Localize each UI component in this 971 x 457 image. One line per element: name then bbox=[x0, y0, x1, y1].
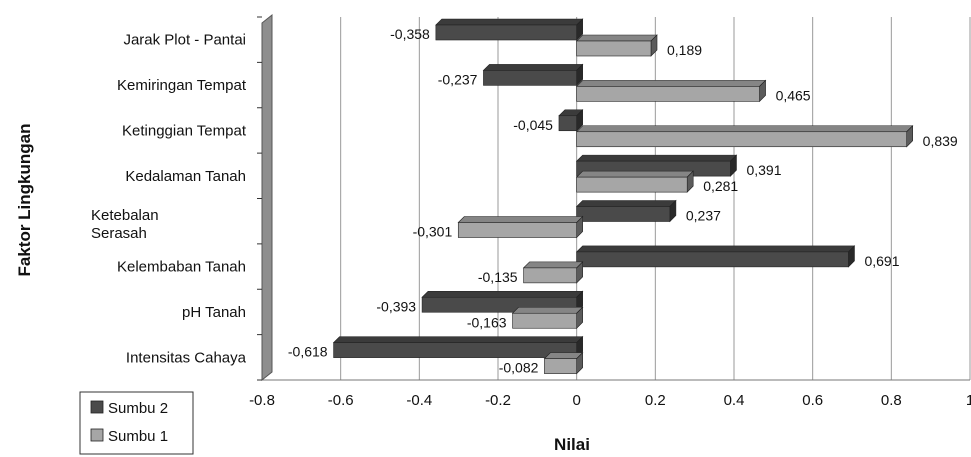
x-tick-label: 1 bbox=[966, 392, 971, 409]
data-label: -0,618 bbox=[288, 344, 328, 360]
category-labels: Jarak Plot - Pantai Kemiringan Tempat Keti… bbox=[91, 32, 247, 367]
data-label: -0,163 bbox=[467, 314, 507, 330]
data-label: 0,691 bbox=[864, 253, 899, 269]
bar bbox=[332, 335, 584, 359]
category-label: Kemiringan Tempat bbox=[117, 77, 247, 94]
legend-swatch bbox=[90, 428, 104, 442]
bar bbox=[482, 63, 584, 87]
data-label: -0,082 bbox=[499, 360, 539, 376]
category-label: Intensitas Cahaya bbox=[126, 349, 247, 366]
data-label: -0,237 bbox=[438, 71, 478, 87]
category-label: Kelembaban Tanah bbox=[117, 259, 246, 276]
bar bbox=[575, 125, 914, 148]
x-tick-label: 0.8 bbox=[881, 392, 902, 409]
data-label: -0,358 bbox=[390, 26, 430, 42]
bars bbox=[332, 18, 914, 375]
x-tick-label: 0 bbox=[572, 392, 580, 409]
data-label: -0,393 bbox=[376, 298, 416, 314]
category-label: pH Tanah bbox=[182, 304, 246, 321]
x-tick-label: -0.8 bbox=[249, 392, 275, 409]
y-axis-title: Faktor Lingkungan bbox=[15, 124, 34, 277]
category-label: Kedalaman Tanah bbox=[125, 168, 246, 185]
chart-side-wall bbox=[257, 13, 273, 382]
data-label: 0,281 bbox=[703, 178, 738, 194]
bar bbox=[435, 18, 584, 41]
category-label: Ketinggian Tempat bbox=[122, 122, 247, 139]
bar bbox=[575, 245, 856, 268]
x-tick-label: 0.2 bbox=[645, 392, 666, 409]
side-wall bbox=[261, 13, 273, 382]
bar bbox=[457, 215, 584, 239]
x-axis-title: Nilai bbox=[554, 435, 590, 454]
bar bbox=[575, 170, 694, 193]
data-label: 0,237 bbox=[686, 208, 721, 224]
x-tick-label: 0.4 bbox=[724, 392, 745, 409]
bar bbox=[511, 306, 584, 329]
legend-swatch bbox=[90, 400, 104, 414]
data-label: -0,045 bbox=[513, 117, 553, 133]
legend: Sumbu 2 Sumbu 1 bbox=[79, 391, 194, 455]
x-tick-label: 0.6 bbox=[802, 392, 823, 409]
category-label: Jarak Plot - Pantai bbox=[123, 32, 246, 49]
bar bbox=[575, 79, 767, 103]
data-label: -0,135 bbox=[478, 269, 518, 285]
bar bbox=[558, 109, 584, 132]
category-label: Ketebalan Serasah bbox=[91, 207, 159, 242]
data-label: 0,391 bbox=[746, 162, 781, 178]
x-tick-labels: -0.8 -0.6 -0.4 -0.2 0 0.2 0.4 0.6 0.8 1 bbox=[249, 392, 971, 409]
bar bbox=[522, 261, 584, 284]
gridlines bbox=[262, 17, 971, 381]
data-label: -0,301 bbox=[413, 224, 453, 240]
bar bbox=[575, 199, 677, 223]
x-tick-label: -0.6 bbox=[328, 392, 354, 409]
bar bbox=[575, 34, 658, 57]
data-label: 0,189 bbox=[667, 42, 702, 58]
x-tick-label: -0.2 bbox=[485, 392, 511, 409]
legend-label: Sumbu 2 bbox=[108, 400, 168, 417]
legend-label: Sumbu 1 bbox=[108, 428, 168, 445]
x-tick-label: -0.4 bbox=[406, 392, 432, 409]
data-labels: -0,358 0,189 -0,237 0,465 -0,045 0,839 0,391 0,… bbox=[288, 26, 958, 376]
bar bbox=[543, 351, 584, 375]
data-label: 0,839 bbox=[923, 133, 958, 149]
data-label: 0,465 bbox=[776, 87, 811, 103]
